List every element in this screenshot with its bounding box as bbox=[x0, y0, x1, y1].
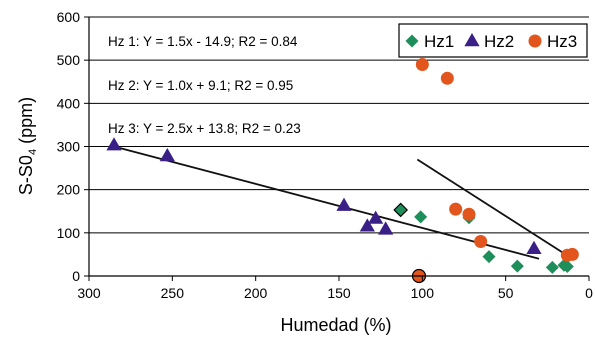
point-hz1-5 bbox=[510, 259, 524, 273]
point-hz2-5 bbox=[359, 218, 375, 232]
x-tick-label-250: 250 bbox=[161, 285, 185, 301]
equation-hz2: Hz 2: Y = 1.0x + 9.1; R2 = 0.95 bbox=[108, 78, 293, 93]
x-tick-label-0: 0 bbox=[585, 285, 593, 301]
x-tick-label-100: 100 bbox=[411, 285, 435, 301]
y-axis-title-main: S-S0 bbox=[16, 155, 36, 195]
point-hz2-4 bbox=[368, 210, 384, 224]
point-hz3-4 bbox=[462, 207, 476, 221]
trendlines bbox=[113, 145, 573, 260]
y-tick-label-500: 500 bbox=[57, 52, 81, 68]
legend-marker-hz2 bbox=[464, 33, 480, 47]
legend: Hz1 Hz2 Hz3 bbox=[398, 23, 588, 58]
x-tick-label-200: 200 bbox=[244, 285, 268, 301]
x-tick-labels: 300 250 200 150 100 50 0 bbox=[77, 285, 593, 301]
trendline-2 bbox=[416, 158, 573, 260]
y-axis-title: S-S04 (ppm) bbox=[16, 97, 39, 195]
point-hz3-5 bbox=[474, 234, 488, 248]
point-hz1-6 bbox=[545, 260, 559, 274]
point-hz1-4 bbox=[482, 250, 496, 264]
point-hz1-2 bbox=[414, 210, 428, 224]
legend-label-hz1: Hz1 bbox=[424, 32, 454, 51]
legend-label-hz3: Hz3 bbox=[547, 32, 577, 51]
equation-hz1: Hz 1: Y = 1.5x - 14.9; R2 = 0.84 bbox=[108, 34, 298, 49]
x-axis-title: Humedad (%) bbox=[280, 315, 391, 335]
point-hz2-7 bbox=[526, 240, 542, 255]
y-tick-label-600: 600 bbox=[57, 9, 81, 25]
point-hz3-7 bbox=[565, 247, 579, 261]
point-hz3-3 bbox=[449, 202, 463, 216]
y-tick-label-0: 0 bbox=[72, 268, 80, 284]
point-hz2-2 bbox=[159, 147, 175, 162]
point-hz3-1 bbox=[415, 57, 429, 71]
x-tick-label-150: 150 bbox=[327, 285, 351, 301]
y-tick-label-100: 100 bbox=[57, 225, 81, 241]
y-tick-labels: 0 100 200 300 400 500 600 bbox=[57, 9, 81, 284]
point-hz2-1 bbox=[106, 137, 122, 151]
legend-label-hz2: Hz2 bbox=[484, 32, 514, 51]
equation-hz3: Hz 3: Y = 2.5x + 13.8; R2 = 0.23 bbox=[108, 121, 301, 136]
y-tick-label-400: 400 bbox=[57, 95, 81, 111]
trendline-1 bbox=[113, 145, 540, 260]
point-hz2-3 bbox=[336, 197, 352, 211]
point-hz2-6 bbox=[378, 221, 394, 235]
axes bbox=[84, 16, 590, 281]
point-hz3-2 bbox=[440, 71, 454, 85]
data-points bbox=[106, 57, 579, 284]
gridlines bbox=[89, 16, 589, 234]
regression-equations: Hz 1: Y = 1.5x - 14.9; R2 = 0.84 Hz 2: Y… bbox=[108, 34, 301, 136]
x-tick-label-300: 300 bbox=[77, 285, 101, 301]
legend-marker-hz3 bbox=[528, 34, 542, 48]
legend-marker-hz1 bbox=[405, 34, 419, 48]
y-axis-title-unit: (ppm) bbox=[16, 97, 36, 149]
point-hz1-8 bbox=[560, 260, 574, 274]
y-tick-label-300: 300 bbox=[57, 139, 81, 155]
y-tick-label-200: 200 bbox=[57, 182, 81, 198]
x-tick-label-50: 50 bbox=[498, 285, 514, 301]
y-axis-title-subscript: 4 bbox=[27, 149, 39, 155]
point-hz1-1 bbox=[393, 202, 409, 218]
legend-box bbox=[398, 23, 588, 58]
